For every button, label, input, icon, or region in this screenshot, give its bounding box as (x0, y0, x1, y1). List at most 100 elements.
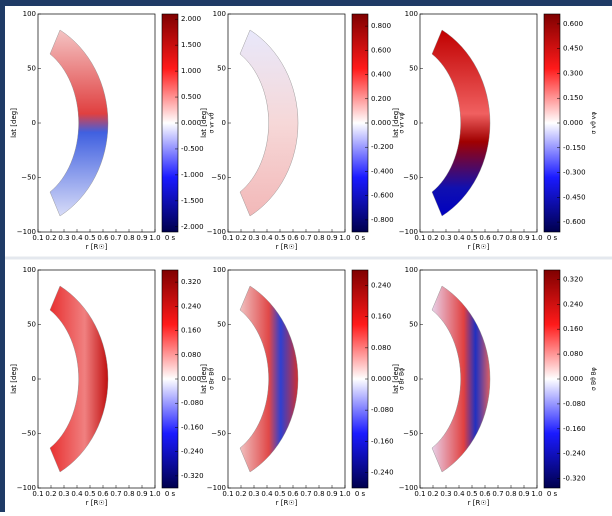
y-tick-label: −100 (207, 228, 226, 236)
x-tick-label: 0.9 (518, 234, 529, 242)
colorbar-tick-label: -0.600 (563, 218, 586, 226)
x-axis-label: r [R☉] (276, 499, 298, 507)
colorbar-tick-label: 0.080 (563, 350, 583, 358)
x-tick-label: 0.4 (71, 490, 83, 498)
y-tick-label: 0 (414, 119, 418, 127)
y-tick-label: −50 (211, 174, 226, 182)
y-tick-label: −50 (21, 430, 36, 438)
colorbar-tick-label: 0.000 (371, 119, 391, 127)
y-axis-label: lat [deg] (392, 364, 400, 394)
x-tick-label: 0.2 (427, 234, 438, 242)
y-tick-label: 100 (213, 10, 226, 18)
x-tick-label: 0.9 (518, 490, 529, 498)
colorbar-tick-label: 0.500 (181, 93, 201, 101)
x-tick-label: 1.0 (149, 490, 160, 498)
field-shell (49, 29, 109, 217)
colorbar-tick-label: 0.600 (563, 20, 583, 28)
colorbar-tick-label: 0.160 (371, 313, 391, 321)
x-tick-label: 0.7 (110, 234, 121, 242)
y-tick-label: −100 (207, 484, 226, 492)
x-tick-label: 1.0 (339, 490, 350, 498)
y-tick-label: −50 (211, 430, 226, 438)
x-tick-label: 0.2 (235, 234, 246, 242)
colorbar-tick-label: 0.240 (563, 300, 583, 308)
y-tick-label: 100 (23, 10, 36, 18)
x-tick-label: 0.1 (32, 234, 43, 242)
x-tick-label: 0.5 (84, 490, 95, 498)
x-tick-label: 0.5 (84, 234, 95, 242)
x-tick-label: 0.7 (300, 234, 311, 242)
colorbar-label: σ vr vθ (209, 112, 216, 133)
colorbar-tick-label: 1.500 (181, 41, 201, 49)
y-tick-label: 0 (222, 375, 226, 383)
time-label: 0 s (165, 234, 176, 242)
x-tick-label: 0.8 (313, 234, 324, 242)
x-tick-label: 0.8 (505, 490, 516, 498)
x-tick-label: 0.7 (492, 234, 503, 242)
colorbar-tick-label: -1.500 (181, 197, 204, 205)
panel: 0.1 0.2 0.3 0.4 0.5 0.6 0.7 0.8 0.9 1.0 100 50 0 −50 −… (10, 10, 216, 251)
field-shell (239, 29, 299, 217)
x-axis-label: r [R☉] (86, 243, 108, 251)
x-tick-label: 0.8 (123, 490, 134, 498)
y-axis-label: lat [deg] (200, 108, 208, 138)
colorbar-tick-label: -0.080 (563, 400, 586, 408)
panel: 0.1 0.2 0.3 0.4 0.5 0.6 0.7 0.8 0.9 1.0 100 50 0 −50 −… (200, 266, 406, 507)
colorbar-tick-label: -0.800 (371, 216, 394, 224)
colorbar-tick-label: 0.320 (563, 275, 583, 283)
x-tick-label: 0.9 (326, 234, 337, 242)
x-tick-label: 1.0 (149, 234, 160, 242)
colorbar-tick-label: 0.800 (371, 22, 391, 30)
window-top-bar (0, 0, 612, 6)
y-tick-label: 0 (222, 119, 226, 127)
y-tick-label: 100 (23, 266, 36, 274)
x-tick-label: 0.4 (453, 490, 465, 498)
x-tick-label: 0.7 (492, 490, 503, 498)
y-tick-label: 100 (405, 10, 418, 18)
x-tick-label: 0.6 (479, 234, 491, 242)
x-tick-label: 0.4 (453, 234, 465, 242)
x-tick-label: 0.1 (32, 490, 43, 498)
x-tick-label: 0.9 (326, 490, 337, 498)
panel: 0.1 0.2 0.3 0.4 0.5 0.6 0.7 0.8 0.9 1.0 100 50 0 −50 −… (392, 266, 598, 507)
x-tick-label: 0.8 (123, 234, 134, 242)
colorbar-tick-label: 0.000 (181, 119, 201, 127)
x-tick-label: 0.3 (248, 234, 259, 242)
x-axis-label: r [R☉] (276, 243, 298, 251)
field-shell (49, 285, 109, 473)
x-tick-label: 0.7 (300, 490, 311, 498)
colorbar-tick-label: -0.240 (371, 468, 394, 476)
x-axis-label: r [R☉] (468, 243, 490, 251)
x-tick-label: 1.0 (339, 234, 350, 242)
x-tick-label: 0.9 (136, 234, 147, 242)
colorbar-tick-label: 0.450 (563, 45, 583, 53)
colorbar-tick-label: 0.400 (371, 71, 391, 79)
time-label: 0 s (165, 490, 176, 498)
colorbar-tick-label: -0.300 (563, 169, 586, 177)
colorbar-tick-label: -0.150 (563, 144, 586, 152)
colorbar-tick-label: 0.150 (563, 94, 583, 102)
x-tick-label: 0.1 (222, 234, 233, 242)
x-tick-label: 0.6 (287, 490, 299, 498)
colorbar-label: σ vr vφ (399, 112, 406, 133)
x-axis-label: r [R☉] (468, 499, 490, 507)
y-tick-label: 50 (217, 65, 226, 73)
colorbar-tick-label: -0.450 (563, 193, 586, 201)
colorbar-tick-label: -0.160 (563, 425, 586, 433)
y-tick-label: 50 (409, 321, 418, 329)
x-tick-label: 0.2 (45, 234, 56, 242)
y-tick-label: 0 (414, 375, 418, 383)
x-tick-label: 0.6 (479, 490, 491, 498)
field-shell (431, 29, 491, 217)
field-shell (431, 285, 491, 473)
y-axis-label: lat [deg] (10, 364, 18, 394)
x-tick-label: 0.3 (58, 490, 69, 498)
colorbar-tick-label: 2.000 (181, 15, 201, 23)
colorbar-label: σ Br Bθ (209, 368, 216, 390)
colorbar-tick-label: 0.000 (563, 375, 583, 383)
panel: 0.1 0.2 0.3 0.4 0.5 0.6 0.7 0.8 0.9 1.0 100 50 0 −50 −… (10, 266, 216, 507)
colorbar-tick-label: 0.080 (181, 351, 201, 359)
y-tick-label: −100 (17, 484, 36, 492)
colorbar-tick-label: -0.160 (371, 437, 394, 445)
y-tick-label: 50 (409, 65, 418, 73)
